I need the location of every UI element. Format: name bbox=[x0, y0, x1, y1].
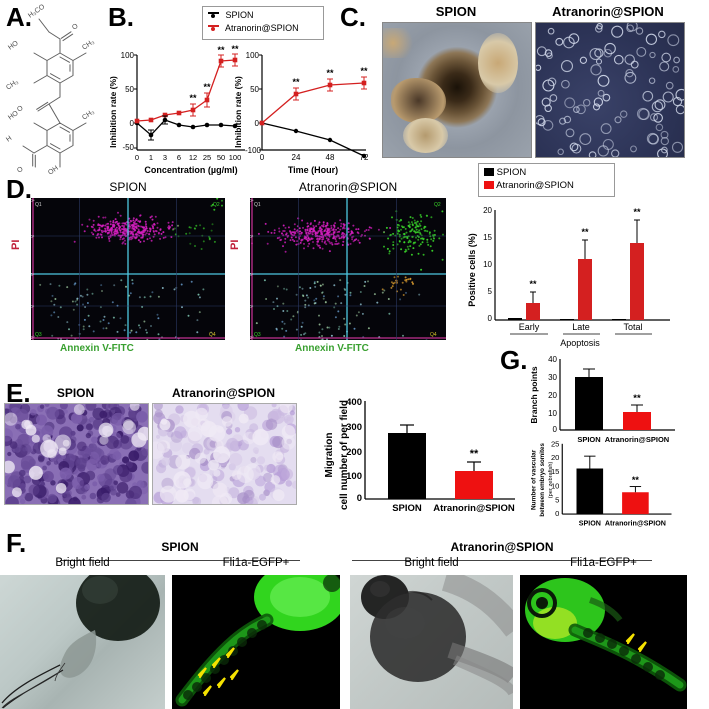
svg-text:Atranorin@SPION: Atranorin@SPION bbox=[433, 503, 515, 514]
svg-text:1: 1 bbox=[149, 153, 153, 162]
svg-text:Positive cells (%): Positive cells (%) bbox=[467, 233, 477, 307]
svg-text:50: 50 bbox=[250, 85, 259, 94]
svg-text:SPION: SPION bbox=[392, 503, 422, 514]
svg-text:0: 0 bbox=[553, 425, 558, 434]
svg-text:SPION: SPION bbox=[579, 520, 601, 528]
svg-text:3: 3 bbox=[163, 153, 167, 162]
svg-text:10²: 10² bbox=[31, 272, 35, 277]
svg-text:H₃CO: H₃CO bbox=[27, 3, 47, 20]
svg-text:15: 15 bbox=[483, 233, 492, 242]
svg-text:0: 0 bbox=[130, 119, 135, 128]
svg-text:50: 50 bbox=[217, 153, 225, 162]
svg-text:Q2: Q2 bbox=[434, 202, 441, 208]
svg-text:100: 100 bbox=[121, 51, 135, 60]
svg-text:Total: Total bbox=[623, 322, 642, 332]
svg-text:12: 12 bbox=[189, 153, 197, 162]
svg-text:10⁴: 10⁴ bbox=[31, 198, 35, 203]
svg-text:0: 0 bbox=[255, 119, 260, 128]
svg-text:HO: HO bbox=[7, 40, 20, 52]
svg-text:10¹: 10¹ bbox=[31, 304, 35, 309]
svg-text:CH₃: CH₃ bbox=[81, 38, 96, 51]
svg-text:0: 0 bbox=[357, 493, 362, 504]
svg-text:-50: -50 bbox=[122, 143, 134, 152]
svg-text:Q4: Q4 bbox=[209, 332, 216, 338]
svg-text:Apoptosis: Apoptosis bbox=[560, 338, 600, 348]
svg-text:Number of vascular: Number of vascular bbox=[531, 449, 538, 510]
svg-text:**: ** bbox=[217, 45, 225, 55]
svg-text:**: ** bbox=[632, 475, 640, 485]
svg-text:**: ** bbox=[633, 393, 641, 404]
svg-text:Atranorin@SPION: Atranorin@SPION bbox=[605, 520, 666, 528]
svg-text:Q4: Q4 bbox=[430, 332, 437, 338]
svg-text:Q2: Q2 bbox=[213, 202, 220, 208]
svg-text:10: 10 bbox=[483, 260, 492, 269]
svg-text:50: 50 bbox=[125, 85, 134, 94]
svg-text:Early: Early bbox=[519, 322, 540, 332]
svg-text:10⁰: 10⁰ bbox=[31, 335, 35, 340]
svg-text:Late: Late bbox=[572, 322, 590, 332]
svg-text:Q1: Q1 bbox=[254, 202, 261, 208]
svg-text:30: 30 bbox=[548, 373, 557, 382]
svg-text:**: ** bbox=[203, 82, 211, 92]
svg-text:10¹: 10¹ bbox=[250, 304, 254, 309]
svg-text:10³: 10³ bbox=[31, 234, 35, 239]
svg-text:(per zebrafish): (per zebrafish) bbox=[548, 461, 554, 498]
svg-text:**: ** bbox=[326, 68, 334, 78]
svg-text:O: O bbox=[16, 104, 25, 113]
svg-text:0: 0 bbox=[555, 509, 559, 518]
svg-text:Migration: Migration bbox=[324, 433, 335, 478]
svg-text:5: 5 bbox=[555, 496, 559, 505]
svg-text:10⁰: 10⁰ bbox=[250, 335, 254, 340]
svg-text:25: 25 bbox=[203, 153, 211, 162]
svg-text:Q3: Q3 bbox=[35, 332, 42, 338]
svg-text:0: 0 bbox=[135, 153, 139, 162]
svg-text:**: ** bbox=[529, 279, 537, 289]
svg-text:Concentration (µg/ml): Concentration (µg/ml) bbox=[144, 165, 237, 175]
svg-text:Inhibition rate (%): Inhibition rate (%) bbox=[108, 76, 118, 148]
svg-text:20: 20 bbox=[548, 391, 557, 400]
svg-text:0: 0 bbox=[488, 314, 493, 323]
svg-text:CH₃: CH₃ bbox=[81, 108, 96, 121]
svg-text:**: ** bbox=[189, 93, 197, 103]
svg-text:20: 20 bbox=[483, 206, 492, 215]
svg-text:25: 25 bbox=[551, 440, 559, 449]
svg-text:**: ** bbox=[360, 66, 368, 76]
svg-text:cell number of per field: cell number of per field bbox=[339, 400, 350, 510]
svg-text:Branch points: Branch points bbox=[529, 366, 539, 423]
svg-text:CH₃: CH₃ bbox=[5, 78, 20, 91]
svg-text:**: ** bbox=[633, 207, 641, 217]
svg-text:**: ** bbox=[292, 77, 300, 87]
svg-text:100: 100 bbox=[246, 51, 260, 60]
svg-text:40: 40 bbox=[548, 355, 557, 364]
svg-text:6: 6 bbox=[177, 153, 181, 162]
svg-text:10⁴: 10⁴ bbox=[250, 198, 254, 203]
svg-text:**: ** bbox=[581, 227, 589, 237]
svg-text:H: H bbox=[5, 135, 13, 144]
svg-text:48: 48 bbox=[326, 153, 335, 162]
svg-text:20: 20 bbox=[551, 453, 559, 462]
svg-text:Q1: Q1 bbox=[35, 202, 42, 208]
svg-text:O: O bbox=[71, 22, 80, 31]
svg-text:Inhibition rate (%): Inhibition rate (%) bbox=[233, 76, 243, 148]
svg-text:5: 5 bbox=[488, 287, 493, 296]
svg-text:10³: 10³ bbox=[250, 234, 254, 239]
svg-text:10²: 10² bbox=[250, 272, 254, 277]
svg-text:10: 10 bbox=[548, 409, 557, 418]
svg-text:Time (Hour): Time (Hour) bbox=[288, 165, 338, 175]
svg-text:Q3: Q3 bbox=[254, 332, 261, 338]
svg-text:0: 0 bbox=[260, 153, 265, 162]
svg-text:**: ** bbox=[470, 448, 479, 460]
svg-text:between embryo somites: between embryo somites bbox=[539, 443, 546, 517]
svg-text:OH: OH bbox=[47, 165, 60, 175]
svg-text:24: 24 bbox=[292, 153, 301, 162]
